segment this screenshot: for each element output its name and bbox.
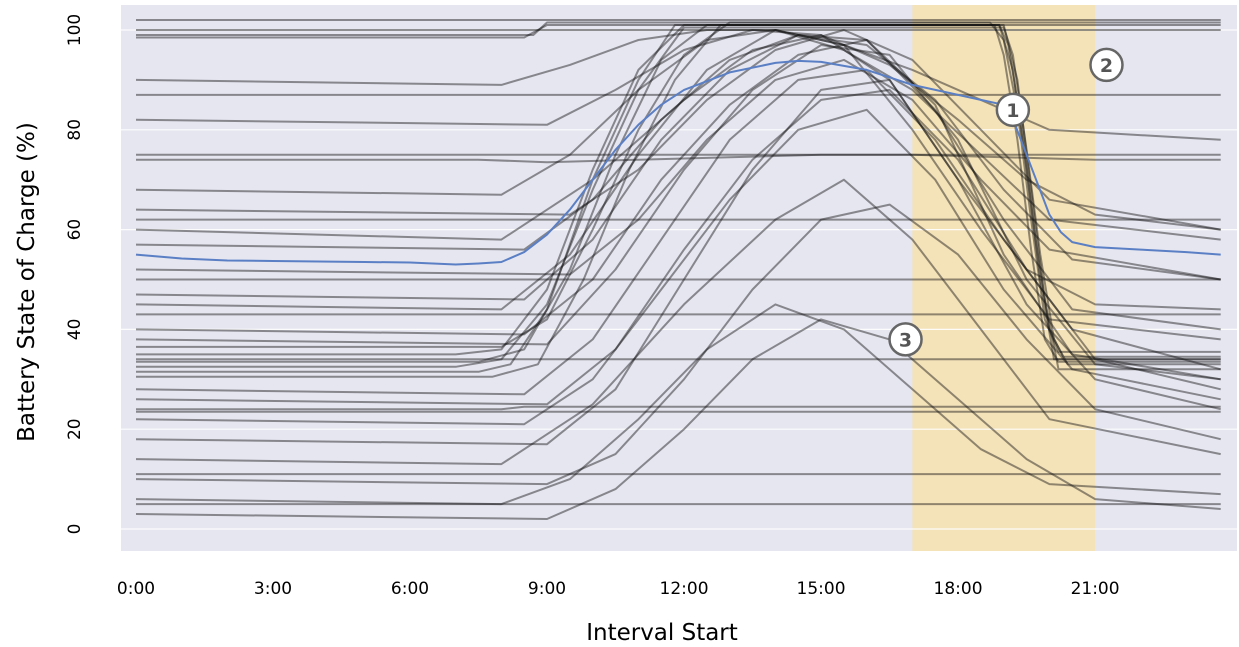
soc-trace [136, 24, 1221, 358]
soc-trace [136, 24, 1221, 363]
soc-trace [136, 24, 1221, 373]
y-tick-labels: 0 20 40 60 80 100 [65, 14, 85, 535]
soc-trace [136, 24, 1221, 378]
annotation-layer: 1 2 3 [888, 47, 1124, 357]
soc-trace [135, 29, 1221, 241]
x-tick-label: 21:00 [1071, 579, 1120, 599]
x-tick-label: 3:00 [254, 579, 292, 599]
soc-trace [135, 29, 1221, 341]
callout-circle [995, 92, 1031, 128]
x-tick-labels: 0:00 3:00 6:00 9:00 12:00 15:00 18:00 21:00 [117, 579, 1120, 599]
y-tick-label: 0 [65, 524, 85, 535]
soc-trace [135, 34, 1221, 331]
y-tick-label: 80 [65, 119, 85, 141]
callout-label: 3 [899, 329, 912, 351]
soc-trace [136, 405, 1221, 411]
y-tick-label: 100 [65, 14, 85, 46]
grid-layer [121, 29, 1237, 530]
mean-soc-line [135, 59, 1221, 266]
x-tick-label: 15:00 [797, 579, 846, 599]
soc-trace [135, 44, 1221, 381]
callout-circle [888, 322, 923, 357]
callout-label: 2 [1100, 55, 1113, 77]
y-tick-label: 20 [65, 418, 85, 440]
soc-trace [136, 26, 1221, 368]
soc-trace [135, 108, 1221, 426]
trace-layer [135, 19, 1221, 520]
soc-trace [135, 303, 1221, 506]
soc-trace [135, 88, 1221, 406]
soc-trace [136, 24, 1221, 39]
soc-trace [135, 34, 1221, 281]
soc-trace [135, 178, 1221, 466]
soc-trace [136, 21, 1221, 36]
mean-line-layer [135, 59, 1221, 266]
soc-trace [135, 34, 1221, 311]
y-tick-label: 40 [65, 319, 85, 341]
soc-trace [135, 29, 1221, 231]
soc-trace [135, 29, 1221, 231]
callout-label: 1 [1006, 100, 1019, 122]
soc-trace [135, 78, 1221, 446]
x-tick-label: 6:00 [391, 579, 429, 599]
x-axis-label: Interval Start [586, 620, 738, 646]
soc-trace [135, 39, 1221, 381]
soc-trace [136, 153, 1221, 164]
soc-trace [136, 21, 1221, 353]
x-tick-label: 9:00 [528, 579, 566, 599]
soc-trace [135, 58, 1221, 281]
x-tick-label: 18:00 [934, 579, 983, 599]
x-tick-label: 0:00 [117, 579, 155, 599]
soc-trace [135, 68, 1221, 396]
soc-trace [135, 318, 1221, 520]
soc-trace [135, 203, 1221, 486]
callout-circle [1089, 47, 1124, 83]
y-axis-label: Battery State of Charge (%) [14, 122, 40, 442]
y-tick-label: 60 [65, 219, 85, 241]
x-tick-label: 12:00 [660, 579, 709, 599]
